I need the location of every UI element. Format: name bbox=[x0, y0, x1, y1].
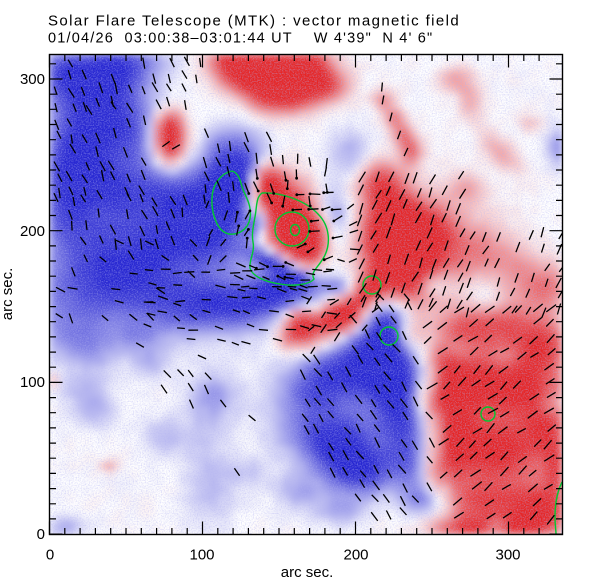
svg-text:Solar Flare Telescope (MTK) :: Solar Flare Telescope (MTK) : vector mag… bbox=[48, 13, 460, 30]
svg-text:100: 100 bbox=[20, 374, 45, 391]
svg-text:01/04/26 03:00:38–03:01:44 UT: 01/04/26 03:00:38–03:01:44 UT W 4'39" N … bbox=[48, 31, 433, 47]
svg-text:arc sec.: arc sec. bbox=[0, 268, 16, 321]
svg-text:200: 200 bbox=[343, 547, 368, 564]
svg-text:100: 100 bbox=[189, 547, 214, 564]
svg-text:300: 300 bbox=[20, 71, 45, 88]
svg-text:300: 300 bbox=[495, 547, 520, 564]
svg-text:arc sec.: arc sec. bbox=[281, 564, 334, 581]
svg-text:200: 200 bbox=[20, 223, 45, 240]
svg-text:0: 0 bbox=[37, 526, 45, 543]
svg-text:0: 0 bbox=[46, 547, 54, 564]
